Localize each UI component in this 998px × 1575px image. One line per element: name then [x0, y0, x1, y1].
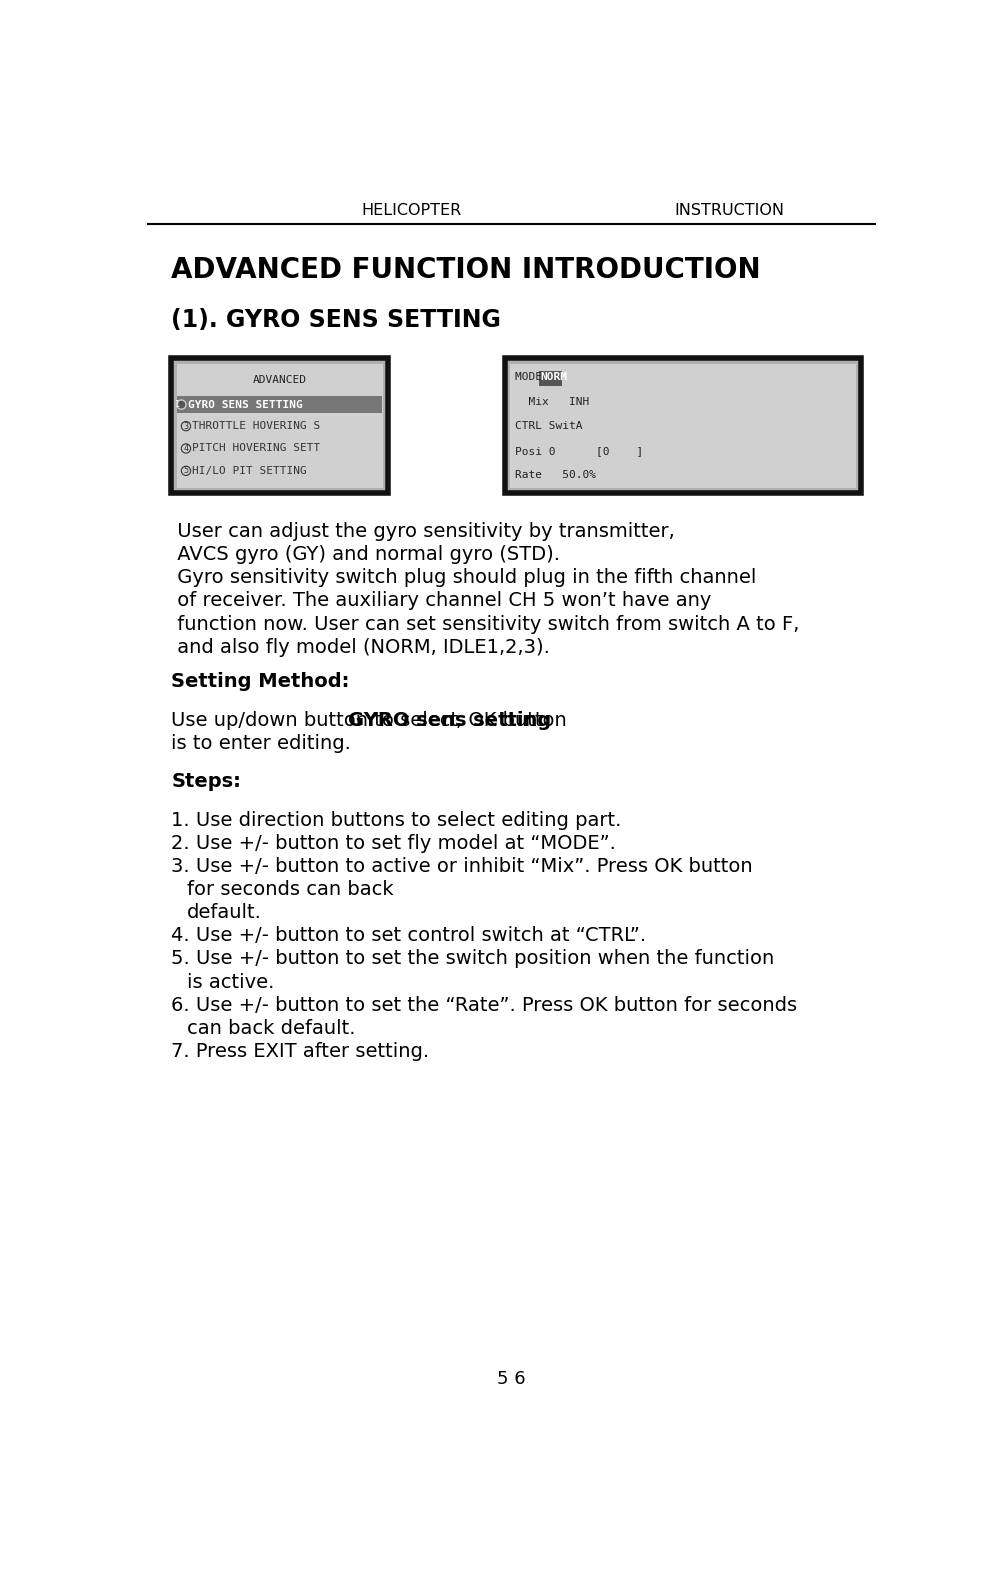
Text: INSTRUCTION: INSTRUCTION: [675, 203, 784, 217]
Bar: [177, 397, 382, 413]
Text: 1. Use direction buttons to select editing part.: 1. Use direction buttons to select editi…: [172, 811, 622, 830]
Text: 5. Use +/- button to set the switch position when the function: 5. Use +/- button to set the switch posi…: [172, 950, 774, 969]
Text: 1: 1: [175, 400, 180, 410]
Text: User can adjust the gyro sensitivity by transmitter,: User can adjust the gyro sensitivity by …: [172, 523, 675, 542]
Text: is to enter editing.: is to enter editing.: [172, 734, 351, 753]
Text: ADVANCED FUNCTION INTRODUCTION: ADVANCED FUNCTION INTRODUCTION: [172, 255, 760, 284]
Text: CTRL SwitA: CTRL SwitA: [515, 421, 583, 432]
Text: MODE: MODE: [515, 372, 549, 381]
Text: can back default.: can back default.: [187, 1019, 355, 1038]
Text: 4. Use +/- button to set control switch at “CTRL”.: 4. Use +/- button to set control switch …: [172, 926, 647, 945]
Text: of receiver. The auxiliary channel CH 5 won’t have any: of receiver. The auxiliary channel CH 5 …: [172, 592, 712, 611]
Bar: [177, 364, 383, 488]
Text: 4: 4: [184, 444, 189, 454]
Text: 3: 3: [184, 422, 189, 430]
Text: 2. Use +/- button to set fly model at “MODE”.: 2. Use +/- button to set fly model at “M…: [172, 835, 616, 854]
Text: GYRO sens setting: GYRO sens setting: [347, 710, 551, 729]
Text: 5 6: 5 6: [497, 1370, 526, 1388]
Bar: [539, 370, 562, 386]
Text: THROTTLE HOVERING S: THROTTLE HOVERING S: [193, 421, 320, 432]
Text: HI/LO PIT SETTING: HI/LO PIT SETTING: [193, 466, 307, 476]
Text: for seconds can back: for seconds can back: [187, 880, 393, 899]
Text: Use up/down button to select: Use up/down button to select: [172, 710, 465, 729]
Text: 6. Use +/- button to set the “Rate”. Press OK button for seconds: 6. Use +/- button to set the “Rate”. Pre…: [172, 995, 797, 1014]
Bar: [510, 364, 855, 488]
Text: NORM: NORM: [541, 372, 568, 381]
Text: AVCS gyro (GY) and normal gyro (STD).: AVCS gyro (GY) and normal gyro (STD).: [172, 545, 560, 564]
Text: function now. User can set sensitivity switch from switch A to F,: function now. User can set sensitivity s…: [172, 614, 799, 633]
Text: Posi 0      [0    ]: Posi 0 [0 ]: [515, 446, 644, 455]
Text: default.: default.: [187, 904, 261, 923]
Circle shape: [182, 422, 191, 432]
Bar: [505, 359, 861, 493]
Text: is active.: is active.: [187, 973, 274, 992]
Text: 5: 5: [184, 466, 189, 476]
Text: Rate   50.0%: Rate 50.0%: [515, 471, 597, 480]
Text: 7. Press EXIT after setting.: 7. Press EXIT after setting.: [172, 1043, 429, 1062]
Bar: [172, 359, 388, 493]
Text: GYRO SENS SETTING: GYRO SENS SETTING: [188, 400, 302, 410]
Text: and also fly model (NORM, IDLE1,2,3).: and also fly model (NORM, IDLE1,2,3).: [172, 638, 550, 657]
Text: Setting Method:: Setting Method:: [172, 673, 349, 691]
Circle shape: [177, 400, 186, 410]
Circle shape: [182, 444, 191, 454]
Circle shape: [182, 466, 191, 476]
Text: PITCH HOVERING SETT: PITCH HOVERING SETT: [193, 444, 320, 454]
Text: 3. Use +/- button to active or inhibit “Mix”. Press OK button: 3. Use +/- button to active or inhibit “…: [172, 857, 752, 876]
Text: Steps:: Steps:: [172, 772, 242, 791]
Text: Mix   INH: Mix INH: [515, 397, 590, 406]
Text: ADVANCED: ADVANCED: [252, 375, 306, 384]
Text: , OK button: , OK button: [456, 710, 567, 729]
Text: Gyro sensitivity switch plug should plug in the fifth channel: Gyro sensitivity switch plug should plug…: [172, 569, 756, 587]
Text: (1). GYRO SENS SETTING: (1). GYRO SENS SETTING: [172, 307, 501, 332]
Text: HELICOPTER: HELICOPTER: [361, 203, 462, 217]
